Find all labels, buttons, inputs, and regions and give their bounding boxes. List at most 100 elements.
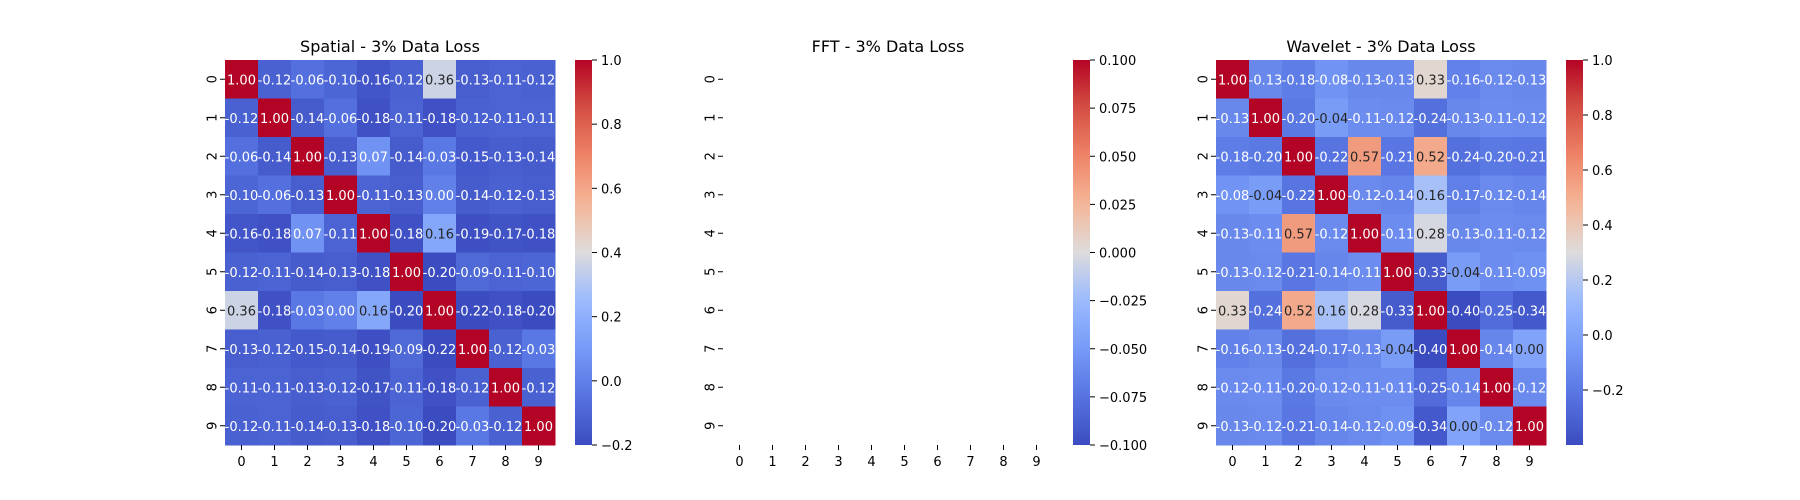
cell-label: -0.09 [390, 343, 424, 358]
x-tick-label: 8 [501, 455, 509, 470]
heatmap-cell [1447, 98, 1481, 138]
heatmap-cell [1315, 98, 1349, 138]
colorbar-tick-label: 0.8 [1592, 109, 1613, 124]
cell-label: -0.24 [1447, 150, 1481, 165]
cell-label: -0.18 [258, 304, 292, 319]
heatmap-cell [1513, 291, 1547, 330]
cell-label: -0.08 [1216, 189, 1250, 204]
x-tick-label: 9 [1032, 455, 1040, 470]
heatmap-cell [1447, 406, 1481, 446]
heatmap-cell [291, 214, 325, 253]
cell-label: -0.03 [291, 304, 325, 319]
cell-label: -0.18 [522, 227, 556, 242]
cell-label: -0.12 [324, 381, 358, 396]
heatmap-cell [489, 406, 523, 446]
heatmap-cell [291, 137, 325, 176]
heatmap-cell [225, 291, 259, 330]
heatmap-cell [423, 175, 457, 215]
cell-label: -0.20 [423, 420, 457, 435]
heatmap-cell [225, 137, 259, 176]
heatmap-cell [1513, 214, 1547, 253]
heatmap-cell [258, 368, 292, 407]
cell-label: -0.12 [489, 343, 523, 358]
heatmap-cell [225, 175, 259, 215]
cell-label: -0.13 [1447, 112, 1481, 127]
heatmap-cell [1447, 368, 1481, 407]
heatmap-cell [291, 98, 325, 138]
cell-label: -0.18 [258, 227, 292, 242]
cell-label: 0.16 [359, 304, 388, 319]
cell-label: -0.12 [1315, 227, 1349, 242]
heatmap-cell [1282, 214, 1316, 253]
cell-label: -0.11 [489, 266, 523, 281]
cell-label: 1.00 [425, 304, 454, 319]
cell-label: -0.13 [225, 343, 259, 358]
cell-label: -0.12 [1216, 381, 1250, 396]
cell-label: -0.13 [1447, 227, 1481, 242]
colorbar-tick-label: 0.6 [601, 182, 622, 197]
heatmap-cell [357, 368, 391, 407]
heatmap-cell [1414, 368, 1448, 407]
cell-label: -0.12 [225, 266, 259, 281]
heatmap-cell [1447, 291, 1481, 330]
heatmap-cell [291, 252, 325, 292]
heatmap-cell [423, 137, 457, 176]
cell-label: -0.03 [456, 420, 490, 435]
cell-label: -0.11 [324, 227, 358, 242]
cell-label: -0.18 [357, 266, 391, 281]
x-tick-label: 4 [867, 455, 875, 470]
y-tick-label: 6 [1197, 306, 1212, 314]
heatmap-cell [456, 137, 490, 176]
heatmap-cell [522, 60, 556, 99]
cell-label: 0.52 [1416, 150, 1445, 165]
cell-label: 1.00 [260, 112, 289, 127]
x-tick-label: 1 [1261, 455, 1269, 470]
heatmap-cell [390, 291, 424, 330]
cell-label: -0.10 [324, 73, 358, 88]
heatmap-cell [1414, 98, 1448, 138]
heatmap-cell [1249, 406, 1283, 446]
heatmap-cell [390, 329, 424, 369]
heatmap-cell [1282, 60, 1316, 99]
heatmap-cell [1513, 329, 1547, 369]
heatmap-cell [423, 252, 457, 292]
cell-label: -0.11 [489, 73, 523, 88]
y-tick-label: 9 [704, 422, 719, 430]
heatmap-cell [1348, 291, 1382, 330]
cell-label: -0.12 [1381, 112, 1415, 127]
heatmap-cell [324, 329, 358, 369]
heatmap-cell [1414, 252, 1448, 292]
heatmap-cell [1315, 368, 1349, 407]
heatmap-cell [258, 291, 292, 330]
colorbar-tick-label: −0.2 [1592, 384, 1624, 399]
y-tick-label: 5 [704, 268, 719, 276]
cell-label: -0.13 [291, 381, 325, 396]
heatmap-cell [324, 252, 358, 292]
heatmap-cell [1381, 406, 1415, 446]
cell-label: -0.16 [1216, 343, 1250, 358]
y-tick-label: 5 [1197, 268, 1212, 276]
cell-label: -0.12 [225, 420, 259, 435]
y-tick-label: 9 [1197, 422, 1212, 430]
heatmap-cell [1414, 60, 1448, 99]
colorbar-tick-label: 0.0 [601, 375, 622, 390]
heatmap-cell [1381, 368, 1415, 407]
colorbar-gradient [575, 60, 592, 445]
x-tick-label: 0 [237, 455, 245, 470]
heatmap-cell [1315, 214, 1349, 253]
cell-label: -0.17 [1315, 343, 1349, 358]
cell-label: -0.13 [1381, 73, 1415, 88]
cell-label: 1.00 [1515, 420, 1544, 435]
heatmap-cell [258, 60, 292, 99]
colorbar-tick-label: 0.075 [1099, 102, 1136, 117]
heatmap-cell [1381, 98, 1415, 138]
colorbar-tick-label: −0.025 [1099, 295, 1147, 310]
x-tick-label: 9 [1525, 455, 1533, 470]
cell-label: -0.12 [1480, 73, 1514, 88]
heatmap-cell [291, 368, 325, 407]
heatmap-cell [225, 406, 259, 446]
cell-label: -0.25 [1480, 304, 1514, 319]
heatmap-cell [324, 60, 358, 99]
x-tick-label: 1 [270, 455, 278, 470]
cell-label: -0.13 [324, 420, 358, 435]
